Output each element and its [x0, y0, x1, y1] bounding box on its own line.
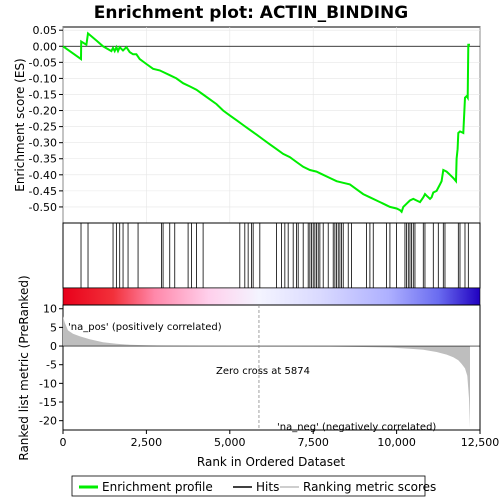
es-panel-frame	[62, 26, 481, 224]
es-y-tick-label: -0.20	[29, 105, 57, 118]
legend-profile-label: Enrichment profile	[102, 480, 213, 494]
metric-y-tick-label: -15	[39, 396, 57, 409]
x-tick-label: 2,500	[131, 436, 163, 449]
es-y-tick-label: -0.25	[29, 121, 57, 134]
legend-box	[71, 475, 426, 497]
metric-y-tick-label: 5	[50, 321, 57, 334]
es-y-tick-label: -0.10	[29, 72, 57, 85]
x-tick-label: 5,000	[214, 436, 246, 449]
negative-correlation-label: 'na_neg' (negatively correlated)	[277, 422, 436, 433]
zero-cross-label: Zero cross at 5874	[216, 366, 310, 377]
enrichment-profile-line	[62, 31, 470, 214]
hits-marks	[80, 223, 469, 288]
es-y-axis-ticks: 0.05 0.00 -0.05 -0.10 -0.15 -0.20 -0.25 -0.30 -0…	[29, 24, 63, 214]
legend-metric-label: Ranking metric scores	[303, 480, 436, 494]
es-y-tick-label: -0.30	[29, 137, 57, 150]
hits-panel-frame	[62, 222, 481, 289]
es-y-tick-label: -0.35	[29, 153, 57, 166]
es-y-tick-label: -0.15	[29, 88, 57, 101]
legend-hits-label: Hits	[256, 480, 279, 494]
es-y-tick-label: -0.05	[29, 56, 57, 69]
x-axis-label: Rank in Ordered Dataset	[197, 455, 345, 469]
x-axis-ticks: 0 2,500 5,000 7,500 10,000 12,500	[60, 430, 500, 449]
x-tick-label: 7,500	[297, 436, 329, 449]
rank-color-bar	[62, 287, 481, 306]
metric-y-tick-label: -5	[46, 359, 57, 372]
es-panel-gridlines	[62, 27, 481, 223]
metric-y-tick-label: 0	[50, 340, 57, 353]
x-tick-label: 10,000	[377, 436, 416, 449]
x-tick-label: 12,500	[461, 436, 500, 449]
es-y-tick-label: -0.40	[29, 169, 57, 182]
metric-y-tick-label: -10	[39, 377, 57, 390]
chart-title: Enrichment plot: ACTIN_BINDING	[94, 3, 408, 23]
es-y-axis-label: Enrichment score (ES)	[13, 58, 27, 191]
es-y-tick-label: 0.05	[33, 24, 58, 37]
metric-y-axis-label: Ranked list metric (PreRanked)	[17, 275, 31, 460]
metric-y-tick-label: -20	[39, 415, 57, 428]
metric-y-tick-label: 10	[43, 303, 57, 316]
x-tick-label: 0	[60, 436, 67, 449]
es-y-tick-label: 0.00	[33, 40, 58, 53]
positive-correlation-label: 'na_pos' (positively correlated)	[68, 322, 222, 333]
es-y-tick-label: -0.45	[29, 185, 57, 198]
es-y-tick-label: -0.50	[29, 201, 57, 214]
metric-y-axis-ticks: 10 5 0 -5 -10 -15 -20	[39, 303, 63, 428]
metric-panel-frame	[62, 304, 481, 431]
